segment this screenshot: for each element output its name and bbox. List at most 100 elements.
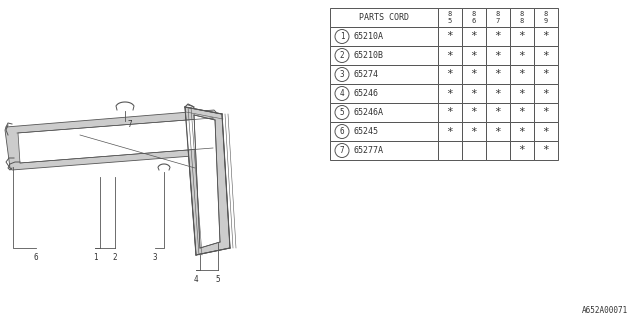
Bar [510, 8, 534, 27]
Text: *: * [495, 31, 501, 42]
Text: *: * [495, 69, 501, 79]
Bar [462, 122, 486, 141]
Polygon shape [185, 107, 230, 255]
Text: 7: 7 [340, 146, 344, 155]
Text: 6: 6 [340, 127, 344, 136]
Bar [438, 65, 462, 84]
Text: 65274: 65274 [354, 70, 379, 79]
Text: *: * [518, 89, 525, 99]
Text: 65246A: 65246A [354, 108, 384, 117]
Text: *: * [447, 108, 453, 117]
Bar [510, 46, 534, 65]
Text: 5: 5 [340, 108, 344, 117]
Bar [330, 141, 438, 160]
Text: 1: 1 [340, 32, 344, 41]
Bar [462, 141, 486, 160]
Text: *: * [518, 31, 525, 42]
Bar [534, 46, 558, 65]
Text: *: * [447, 89, 453, 99]
Text: 4: 4 [340, 89, 344, 98]
Text: *: * [470, 126, 477, 137]
Bar [486, 103, 510, 122]
Text: 8
6: 8 6 [472, 11, 476, 24]
Bar [330, 8, 438, 27]
Text: 65210A: 65210A [354, 32, 384, 41]
Bar [330, 27, 438, 46]
Bar [534, 27, 558, 46]
Text: 65210B: 65210B [354, 51, 384, 60]
Bar [462, 8, 486, 27]
Text: *: * [495, 126, 501, 137]
Text: *: * [470, 51, 477, 60]
Bar [330, 84, 438, 103]
Text: 4: 4 [194, 275, 198, 284]
Bar [462, 65, 486, 84]
Bar [510, 141, 534, 160]
Text: 6: 6 [34, 253, 38, 262]
Bar [330, 46, 438, 65]
Text: 3: 3 [340, 70, 344, 79]
Text: *: * [470, 89, 477, 99]
Text: *: * [518, 146, 525, 156]
Text: *: * [470, 69, 477, 79]
Bar [462, 103, 486, 122]
Text: 2: 2 [113, 253, 117, 262]
Bar [438, 103, 462, 122]
Bar [510, 122, 534, 141]
Text: 5: 5 [216, 275, 220, 284]
Bar [510, 103, 534, 122]
Text: 2: 2 [340, 51, 344, 60]
Text: *: * [543, 31, 549, 42]
Text: PARTS CORD: PARTS CORD [359, 13, 409, 22]
Bar [534, 122, 558, 141]
Text: *: * [470, 108, 477, 117]
Bar [462, 84, 486, 103]
Text: *: * [447, 51, 453, 60]
Text: *: * [518, 126, 525, 137]
Text: *: * [543, 89, 549, 99]
Text: *: * [543, 126, 549, 137]
Text: 65277A: 65277A [354, 146, 384, 155]
Bar [462, 46, 486, 65]
Text: *: * [447, 69, 453, 79]
Text: 8
5: 8 5 [448, 11, 452, 24]
Bar [510, 84, 534, 103]
Text: *: * [447, 126, 453, 137]
Text: 8
8: 8 8 [520, 11, 524, 24]
Bar [438, 122, 462, 141]
Bar [438, 141, 462, 160]
Bar [534, 65, 558, 84]
Polygon shape [18, 118, 213, 163]
Text: A652A00071: A652A00071 [582, 306, 628, 315]
Bar [438, 8, 462, 27]
Bar [438, 27, 462, 46]
Bar [330, 122, 438, 141]
Text: 7: 7 [127, 120, 132, 129]
Text: 3: 3 [153, 253, 157, 262]
Text: *: * [543, 108, 549, 117]
Bar [486, 122, 510, 141]
Text: *: * [470, 31, 477, 42]
Text: 65245: 65245 [354, 127, 379, 136]
Text: *: * [495, 108, 501, 117]
Bar [330, 65, 438, 84]
Text: 65246: 65246 [354, 89, 379, 98]
Bar [486, 141, 510, 160]
Text: 8
9: 8 9 [544, 11, 548, 24]
Text: 8
7: 8 7 [496, 11, 500, 24]
Text: *: * [543, 146, 549, 156]
Text: *: * [495, 89, 501, 99]
Bar [510, 65, 534, 84]
Polygon shape [5, 110, 220, 170]
Bar [486, 84, 510, 103]
Bar [534, 8, 558, 27]
Bar [462, 27, 486, 46]
Text: *: * [447, 31, 453, 42]
Bar [330, 103, 438, 122]
Bar [510, 27, 534, 46]
Text: *: * [518, 69, 525, 79]
Text: *: * [495, 51, 501, 60]
Bar [534, 84, 558, 103]
Text: *: * [518, 108, 525, 117]
Text: 1: 1 [93, 253, 97, 262]
